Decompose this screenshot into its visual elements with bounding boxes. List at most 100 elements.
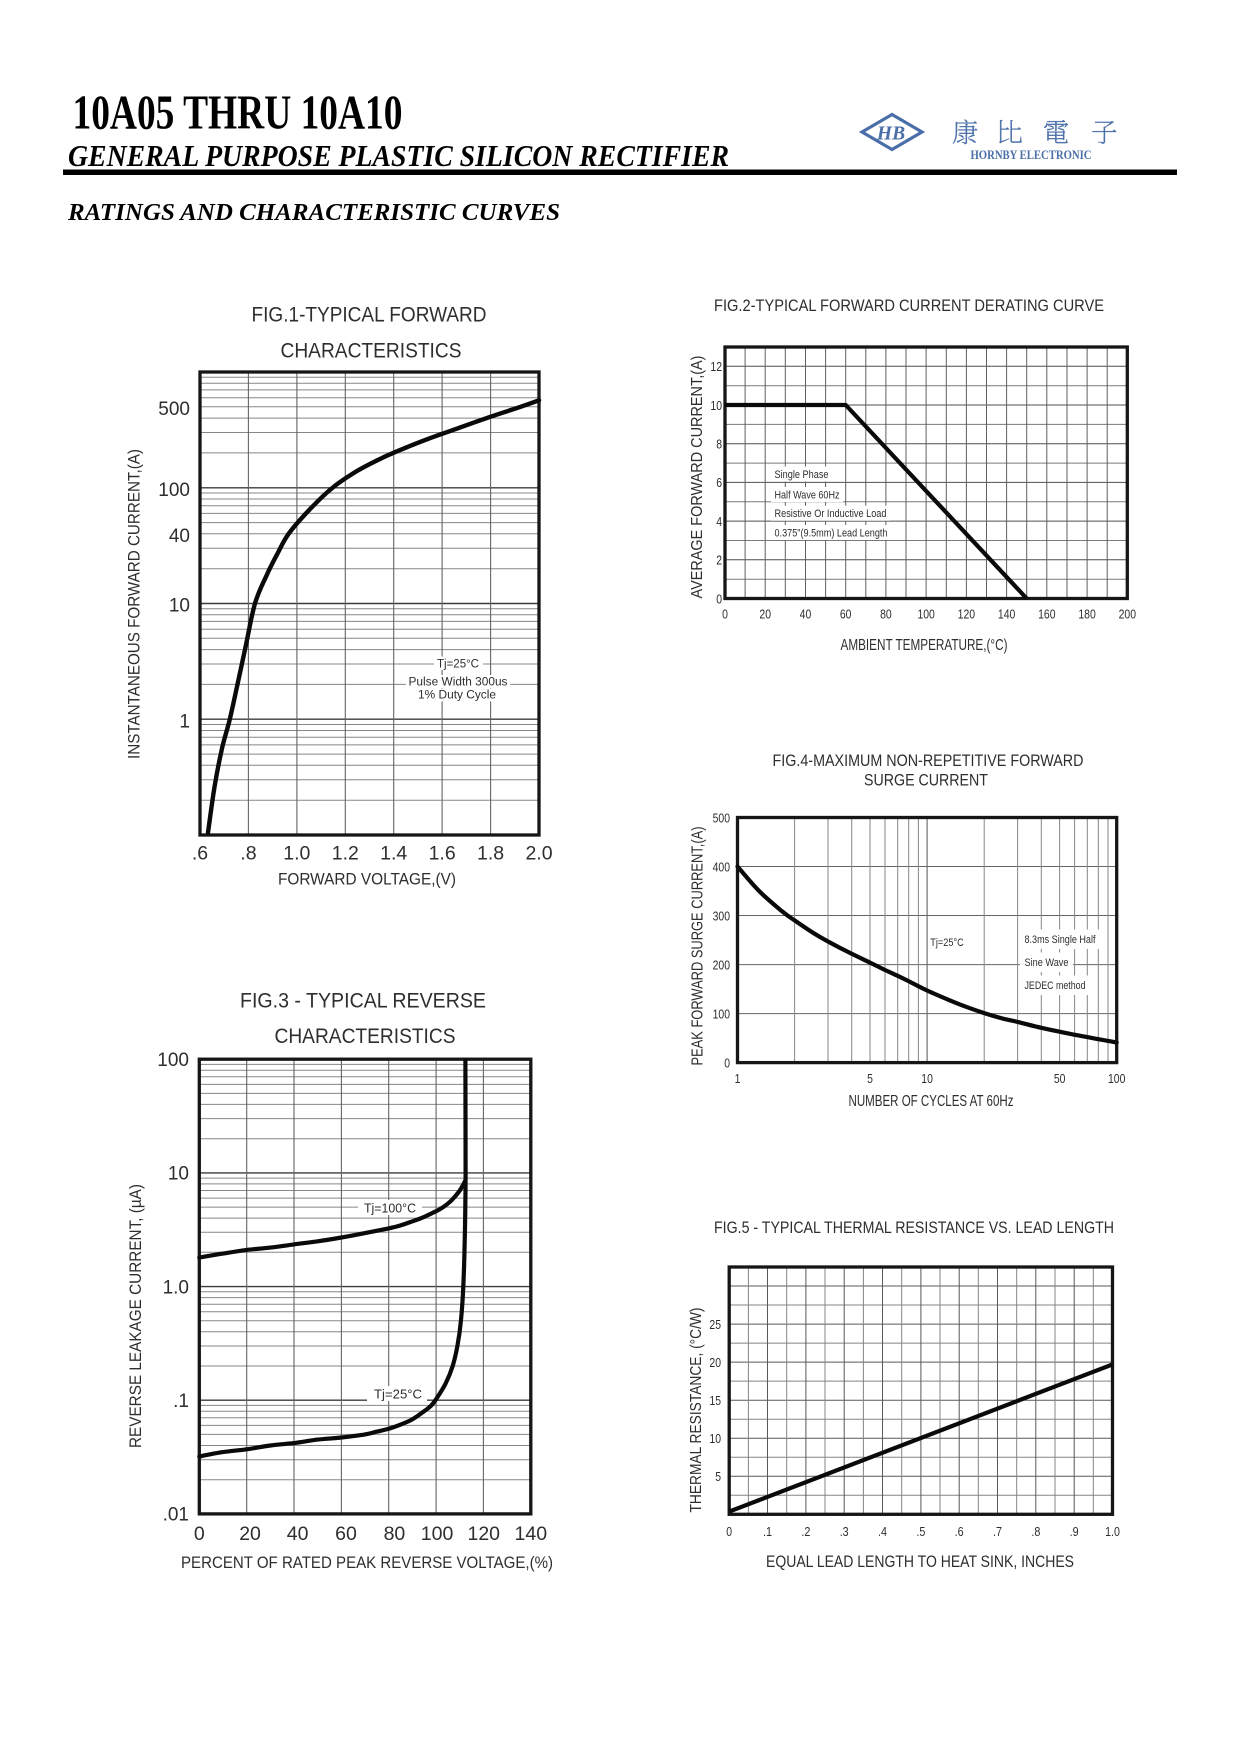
svg-text:40: 40 xyxy=(800,607,812,622)
svg-text:RATINGS AND CHARACTERISTIC CUR: RATINGS AND CHARACTERISTIC CURVES xyxy=(67,199,560,226)
svg-text:AVERAGE FORWARD CURRENT,(A): AVERAGE FORWARD CURRENT,(A) xyxy=(689,356,706,599)
svg-text:Tj=25°C: Tj=25°C xyxy=(437,659,479,671)
svg-text:.1: .1 xyxy=(173,1391,189,1412)
svg-text:FIG.3 - TYPICAL REVERSE: FIG.3 - TYPICAL REVERSE xyxy=(240,989,486,1013)
svg-text:0: 0 xyxy=(724,1055,730,1070)
svg-text:CHARACTERISTICS: CHARACTERISTICS xyxy=(275,1024,456,1048)
svg-text:.7: .7 xyxy=(993,1524,1002,1539)
svg-text:Tj=100°C: Tj=100°C xyxy=(364,1201,416,1216)
svg-text:5: 5 xyxy=(715,1469,721,1484)
svg-text:25: 25 xyxy=(709,1317,721,1332)
svg-text:1: 1 xyxy=(735,1071,741,1086)
svg-text:100: 100 xyxy=(1108,1071,1125,1086)
svg-text:.6: .6 xyxy=(955,1524,964,1539)
svg-text:12: 12 xyxy=(710,359,722,374)
svg-text:2: 2 xyxy=(716,553,722,568)
svg-text:.4: .4 xyxy=(878,1524,887,1539)
svg-text:180: 180 xyxy=(1078,607,1095,622)
svg-text:50: 50 xyxy=(1054,1071,1066,1086)
svg-text:1.2: 1.2 xyxy=(332,843,359,865)
svg-text:120: 120 xyxy=(958,607,975,622)
svg-text:20: 20 xyxy=(709,1355,721,1370)
svg-text:5: 5 xyxy=(867,1071,873,1086)
svg-text:10: 10 xyxy=(709,1431,721,1446)
svg-text:100: 100 xyxy=(713,1006,730,1021)
svg-text:20: 20 xyxy=(239,1523,261,1545)
svg-text:FIG.2-TYPICAL FORWARD CURRENT: FIG.2-TYPICAL FORWARD CURRENT DERATING C… xyxy=(714,296,1104,315)
svg-text:160: 160 xyxy=(1038,607,1055,622)
svg-text:2.0: 2.0 xyxy=(525,843,552,865)
svg-text:1.8: 1.8 xyxy=(477,843,504,865)
svg-text:80: 80 xyxy=(384,1523,406,1545)
svg-text:10: 10 xyxy=(921,1071,933,1086)
svg-text:Tj=25°C: Tj=25°C xyxy=(374,1387,422,1402)
svg-text:.6: .6 xyxy=(192,843,208,865)
svg-text:HORNBY ELECTRONIC: HORNBY ELECTRONIC xyxy=(971,148,1092,162)
svg-text:1: 1 xyxy=(179,711,190,732)
svg-text:Sine Wave: Sine Wave xyxy=(1025,957,1069,969)
svg-text:60: 60 xyxy=(335,1523,357,1545)
svg-text:40: 40 xyxy=(287,1523,309,1545)
svg-text:140: 140 xyxy=(998,607,1015,622)
svg-text:FORWARD VOLTAGE,(V): FORWARD VOLTAGE,(V) xyxy=(278,871,456,889)
svg-text:10: 10 xyxy=(710,398,722,413)
svg-text:100: 100 xyxy=(157,1050,189,1071)
svg-text:10: 10 xyxy=(168,1164,189,1185)
svg-text:FIG.1-TYPICAL FORWARD: FIG.1-TYPICAL FORWARD xyxy=(252,303,487,327)
svg-text:400: 400 xyxy=(713,859,730,874)
svg-text:1.0: 1.0 xyxy=(1105,1524,1120,1539)
svg-text:Tj=25°C: Tj=25°C xyxy=(930,937,964,949)
svg-text:20: 20 xyxy=(759,607,771,622)
svg-text:10A05 THRU 10A10: 10A05 THRU 10A10 xyxy=(73,85,403,140)
svg-text:INSTANTANEOUS FORWARD CURRENT,: INSTANTANEOUS FORWARD CURRENT,(A) xyxy=(126,449,144,759)
svg-text:FIG.5 - TYPICAL THERMAL RESIST: FIG.5 - TYPICAL THERMAL RESISTANCE VS. L… xyxy=(714,1218,1114,1237)
svg-text:.01: .01 xyxy=(163,1505,189,1526)
svg-text:0: 0 xyxy=(722,607,728,622)
svg-text:120: 120 xyxy=(467,1523,500,1545)
svg-text:100: 100 xyxy=(421,1523,454,1545)
svg-text:6: 6 xyxy=(716,475,722,490)
svg-text:100: 100 xyxy=(917,607,934,622)
svg-text:EQUAL LEAD LENGTH TO HEAT SINK: EQUAL LEAD LENGTH TO HEAT SINK, INCHES xyxy=(766,1552,1074,1571)
svg-text:60: 60 xyxy=(840,607,852,622)
svg-text:CHARACTERISTICS: CHARACTERISTICS xyxy=(281,339,462,363)
svg-text:1.4: 1.4 xyxy=(380,843,407,865)
svg-text:THERMAL RESISTANCE, (°C/W): THERMAL RESISTANCE, (°C/W) xyxy=(688,1308,705,1513)
svg-text:PEAK FORWARD SURGE CURRENT,(A): PEAK FORWARD SURGE CURRENT,(A) xyxy=(690,827,707,1066)
svg-text:300: 300 xyxy=(713,908,730,923)
svg-text:15: 15 xyxy=(709,1393,721,1408)
svg-text:10: 10 xyxy=(169,596,190,617)
svg-text:4: 4 xyxy=(716,514,722,529)
svg-text:HB: HB xyxy=(876,124,905,145)
svg-text:0: 0 xyxy=(194,1523,205,1545)
svg-text:.8: .8 xyxy=(240,843,256,865)
svg-text:0: 0 xyxy=(726,1524,732,1539)
svg-text:.3: .3 xyxy=(840,1524,849,1539)
svg-text:200: 200 xyxy=(1119,607,1136,622)
svg-text:FIG.4-MAXIMUM NON-REPETITIVE F: FIG.4-MAXIMUM NON-REPETITIVE FORWARD xyxy=(773,751,1084,770)
svg-text:AMBIENT TEMPERATURE,(°C): AMBIENT TEMPERATURE,(°C) xyxy=(841,637,1008,654)
svg-text:Resistive Or Inductive Load: Resistive Or Inductive Load xyxy=(775,508,887,520)
svg-text:.2: .2 xyxy=(801,1524,810,1539)
svg-text:1.0: 1.0 xyxy=(283,843,310,865)
svg-text:JEDEC method: JEDEC method xyxy=(1025,980,1086,992)
svg-text:40: 40 xyxy=(169,526,190,547)
svg-text:Pulse Width 300us: Pulse Width 300us xyxy=(409,677,508,689)
svg-text:.8: .8 xyxy=(1031,1524,1040,1539)
svg-text:0: 0 xyxy=(716,591,722,606)
svg-text:.9: .9 xyxy=(1070,1524,1079,1539)
svg-text:500: 500 xyxy=(713,810,730,825)
svg-text:GENERAL PURPOSE PLASTIC SILICO: GENERAL PURPOSE PLASTIC SILICON RECTIFIE… xyxy=(68,138,729,173)
svg-text:Single Phase: Single Phase xyxy=(775,469,829,481)
svg-text:100: 100 xyxy=(158,480,190,501)
svg-text:200: 200 xyxy=(713,957,730,972)
svg-text:Half Wave 60Hz: Half Wave 60Hz xyxy=(775,489,840,501)
svg-text:80: 80 xyxy=(880,607,892,622)
svg-text:PERCENT OF RATED PEAK REVERSE: PERCENT OF RATED PEAK REVERSE VOLTAGE,(%… xyxy=(181,1554,553,1572)
svg-text:SURGE CURRENT: SURGE CURRENT xyxy=(864,771,988,790)
svg-text:8.3ms Single Half: 8.3ms Single Half xyxy=(1025,934,1097,946)
svg-text:.5: .5 xyxy=(916,1524,925,1539)
svg-text:1.6: 1.6 xyxy=(429,843,456,865)
svg-text:NUMBER OF CYCLES AT 60Hz: NUMBER OF CYCLES AT 60Hz xyxy=(849,1093,1014,1110)
svg-text:140: 140 xyxy=(515,1523,548,1545)
